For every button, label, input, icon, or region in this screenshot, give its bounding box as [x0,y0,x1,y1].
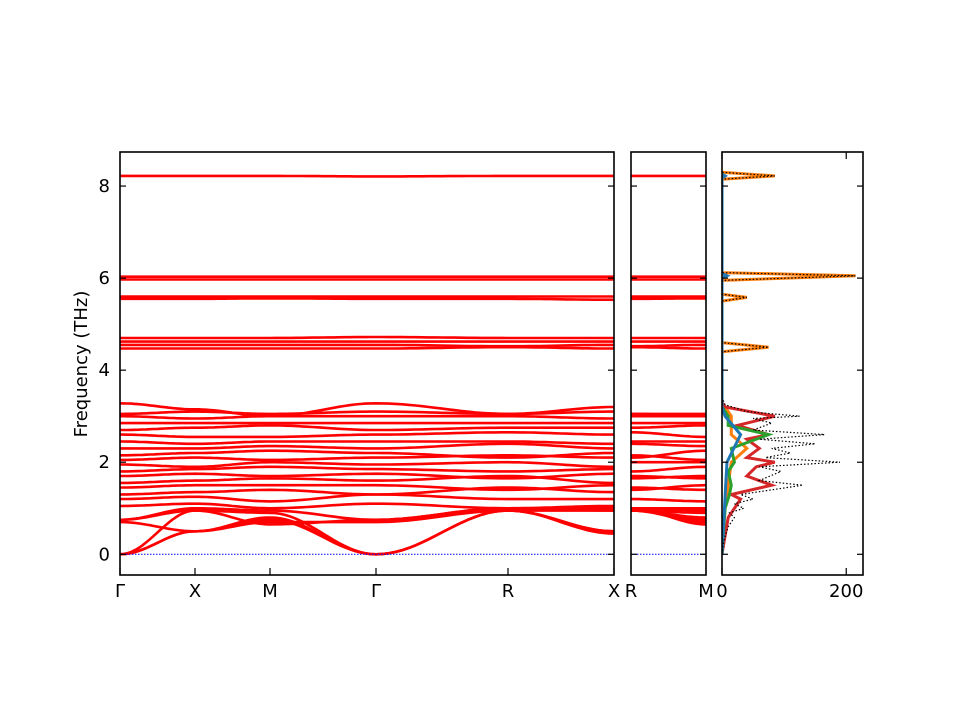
band-line [120,425,614,430]
y-tick-label: 4 [99,360,110,381]
band-line [120,345,614,346]
band-line [120,462,614,467]
x-tick-label: X [608,581,620,602]
band-line [120,474,614,479]
axes-frame [722,152,863,575]
x-tick-label: 200 [829,581,863,602]
x-tick-label: Γ [371,581,381,602]
band-line [120,337,614,338]
y-tick-label: 6 [99,268,110,289]
band-line [631,432,706,437]
y-tick-label: 8 [99,176,110,197]
y-tick-label: 0 [99,544,110,565]
y-axis-label: Frequency (THz) [71,291,92,438]
band-line [631,345,706,346]
dos-series-line [722,172,856,554]
x-tick-label: 0 [716,581,727,602]
band-line [120,442,614,444]
band-line [120,432,614,437]
band-line [120,176,614,177]
band-panel-r-m [631,176,706,554]
x-tick-label: R [625,581,638,602]
x-tick-label: M [262,581,278,602]
x-tick-label: R [502,581,515,602]
band-line [120,416,614,418]
x-tick-label: M [698,581,714,602]
dos-series-line [722,172,856,554]
dos-panel [722,172,856,554]
band-line [631,499,706,501]
band-line [631,425,706,427]
y-tick-label: 2 [99,452,110,473]
band-line [120,347,614,348]
band-line [120,511,614,534]
band-line [631,467,706,472]
x-tick-label: X [189,581,201,602]
band-line [631,444,706,446]
band-panel-main [120,176,614,554]
band-line [120,298,614,299]
x-tick-label: Γ [115,581,125,602]
